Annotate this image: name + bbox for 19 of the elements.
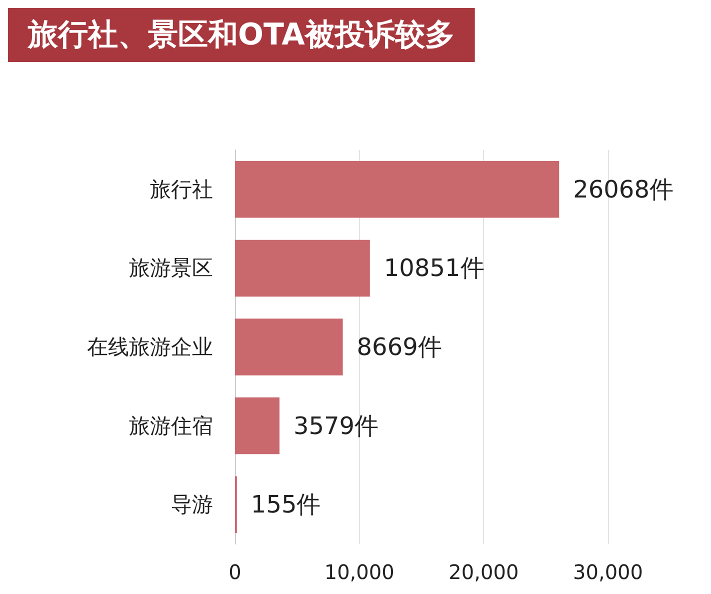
bar xyxy=(235,397,280,454)
data-label: 3579件 xyxy=(294,412,379,440)
data-label: 26068件 xyxy=(573,175,674,204)
bar xyxy=(235,240,370,297)
x-tick-label: 20,000 xyxy=(448,560,519,584)
x-tick-label: 0 xyxy=(228,560,242,584)
bar xyxy=(235,161,560,218)
y-tick-label: 旅游住宿 xyxy=(129,414,213,438)
y-tick-label: 在线旅游企业 xyxy=(87,335,213,359)
x-tick-label: 10,000 xyxy=(324,560,394,584)
y-tick-label: 旅游景区 xyxy=(129,256,213,280)
data-label: 8669件 xyxy=(356,333,442,361)
y-tick-label: 导游 xyxy=(171,492,213,517)
x-tick-label: 30,000 xyxy=(573,560,643,584)
data-label: 155件 xyxy=(250,490,321,519)
bar xyxy=(235,318,343,376)
y-tick-label: 旅行社 xyxy=(150,177,213,202)
data-label: 10851件 xyxy=(384,254,484,282)
chart-title: 旅行社、景区和OTA被投诉较多 xyxy=(27,18,455,52)
